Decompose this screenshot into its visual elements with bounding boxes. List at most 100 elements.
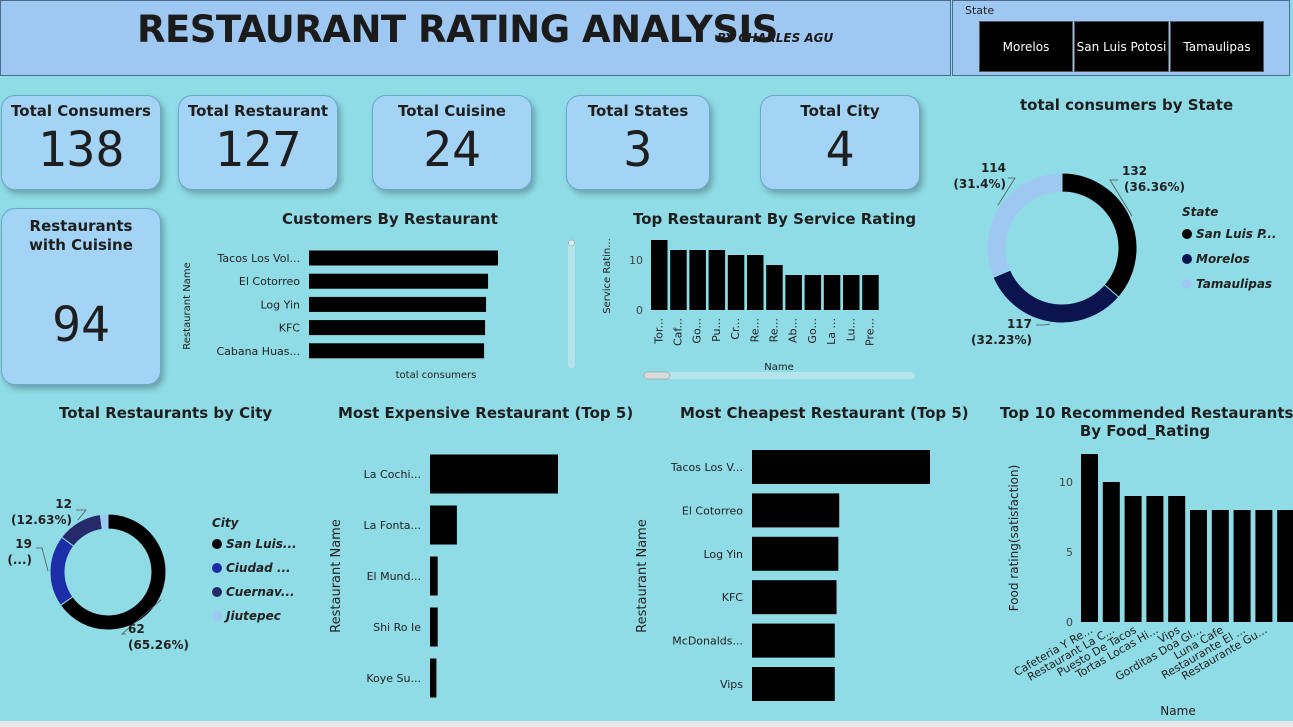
legend-dot — [212, 539, 222, 549]
data-label: 62 — [128, 622, 145, 636]
category-label: La Fonta... — [363, 519, 421, 532]
kpi-title: Restaurants with Cuisine — [29, 217, 133, 254]
vertical-scrollbar[interactable] — [568, 240, 575, 368]
category-label: El Cotorreo — [682, 504, 743, 517]
data-label-pct: (65.26%) — [128, 638, 189, 652]
category-label: Vips — [720, 678, 743, 691]
y-axis-title: Restaurant Name — [329, 519, 344, 633]
kpi-total-restaurant: Total Restaurant 127 — [178, 95, 338, 190]
bar — [1124, 496, 1142, 622]
slicer-option-morelos[interactable]: Morelos — [979, 21, 1073, 72]
category-label: La Cochi... — [364, 468, 421, 481]
legend-label: Tamaulipas — [1196, 277, 1273, 291]
bar — [766, 265, 783, 310]
legend-label: Ciudad ... — [226, 561, 291, 575]
bar — [430, 658, 437, 698]
legend-item[interactable]: San Luis... — [212, 537, 297, 551]
leader-line — [120, 599, 162, 635]
category-label: El Cotorreo — [239, 275, 300, 288]
horizontal-scrollbar[interactable] — [644, 372, 915, 379]
leader-line — [76, 509, 87, 521]
legend-dot — [212, 563, 222, 573]
header-banner — [0, 0, 951, 76]
kpi-total-cuisine: Total Cuisine 24 — [372, 95, 532, 190]
data-label-pct: (32.23%) — [971, 333, 1032, 347]
x-axis-title: Name — [764, 362, 794, 373]
kpi-value: 3 — [623, 122, 653, 178]
donut-slice — [992, 269, 1120, 324]
legend-item[interactable]: Cuernav... — [212, 585, 297, 599]
bar — [309, 343, 485, 359]
bar — [862, 275, 879, 310]
legend-label: Jiutepec — [226, 609, 281, 623]
legend-title: State — [1182, 205, 1219, 219]
y-tick-label: 0 — [636, 304, 643, 317]
kpi-title: Total Restaurant — [187, 102, 329, 120]
page-tab-bar[interactable] — [0, 721, 1293, 727]
bar — [1168, 496, 1186, 622]
y-axis-title: Restaurant Name — [635, 519, 650, 633]
bar — [752, 493, 840, 528]
y-tick-label: 10 — [1059, 476, 1073, 489]
most-expensive-chart: La Cochi... La Fonta... El Mund... Shi Ro I… — [329, 454, 558, 698]
data-label: 117 — [1007, 317, 1032, 331]
expensive-chart-title: Most Expensive Restaurant (Top 5) — [338, 404, 634, 422]
kpi-total-consumers: Total Consumers 138 — [1, 95, 161, 190]
kpi-title: Total Consumers — [11, 102, 151, 120]
service-chart-title: Top Restaurant By Service Rating — [633, 210, 917, 228]
state-legend: State San Luis P... Morelos Tamaulipas — [1182, 205, 1276, 291]
slicer-option-tamaulipas[interactable]: Tamaulipas — [1170, 21, 1264, 72]
customers-by-restaurant-chart: Tacos Los Vol... El Cotorreo Log Yin KFC Cab… — [182, 250, 498, 381]
data-label-pct: (36.36%) — [1124, 180, 1185, 194]
city-chart-title: Total Restaurants by City — [59, 404, 273, 422]
vertical-scrollbar-thumb[interactable] — [568, 239, 575, 247]
legend-item[interactable]: Jiutepec — [212, 609, 297, 623]
category-label: Shi Ro Ie — [373, 621, 421, 634]
leader-line — [997, 177, 1016, 206]
legend-dot — [1182, 279, 1192, 289]
legend-item[interactable]: Tamaulipas — [1182, 277, 1276, 291]
category-label: KFC — [722, 591, 744, 604]
food-rating-chart: Cafeteria Y Re...Restaurant La C...Puest… — [1007, 454, 1293, 718]
kpi-title: Total City — [800, 102, 880, 120]
slicer-label: State — [965, 4, 995, 17]
kpi-title: Total States — [587, 102, 689, 120]
food-chart-title-line1: Top 10 Recommended Restaurants — [1000, 404, 1293, 422]
kpi-value: 94 — [52, 297, 110, 353]
legend-dot — [212, 587, 222, 597]
legend-item[interactable]: Ciudad ... — [212, 561, 297, 575]
category-label: Cr... — [729, 318, 742, 340]
category-label: Caf... — [671, 318, 684, 346]
bar — [823, 275, 841, 310]
bar — [689, 250, 706, 310]
x-axis-title: total consumers — [396, 370, 477, 381]
horizontal-scrollbar-thumb[interactable] — [643, 371, 671, 380]
slicer-option-san-luis-potosi[interactable]: San Luis Potosi — [1074, 21, 1169, 72]
legend-item[interactable]: San Luis P... — [1182, 227, 1276, 241]
leader-line — [1109, 179, 1133, 217]
y-axis-title: Service Ratin... — [602, 238, 613, 314]
kpi-restaurants-with-cuisine: Restaurants with Cuisine 94 — [1, 208, 161, 385]
category-label: El Mund... — [367, 570, 421, 583]
category-label: Tacos Los V... — [670, 461, 743, 474]
y-axis-title: Food rating(satisfaction) — [1007, 465, 1021, 612]
city-legend: City San Luis... Ciudad ... Cuernav... J… — [212, 516, 297, 623]
state-chart-title: total consumers by State — [1020, 96, 1234, 114]
kpi-title: Total Cuisine — [398, 102, 506, 120]
data-label: 114 — [981, 161, 1006, 175]
bar — [1255, 510, 1273, 622]
leader-line — [36, 547, 49, 572]
bar — [752, 580, 837, 615]
legend-item[interactable]: Morelos — [1182, 252, 1276, 266]
food-chart-title: Top 10 Recommended Restaurants By Food_R… — [1000, 404, 1293, 440]
data-label-pct: (12.63%) — [11, 513, 72, 527]
category-label: KFC — [279, 322, 301, 335]
category-label: Pre... — [863, 318, 876, 346]
category-label: Re... — [748, 318, 761, 342]
category-label: Ab... — [787, 318, 800, 343]
kpi-value: 24 — [423, 122, 481, 178]
bar — [1190, 510, 1207, 622]
bar — [752, 623, 835, 658]
category-label: Go... — [806, 318, 819, 344]
